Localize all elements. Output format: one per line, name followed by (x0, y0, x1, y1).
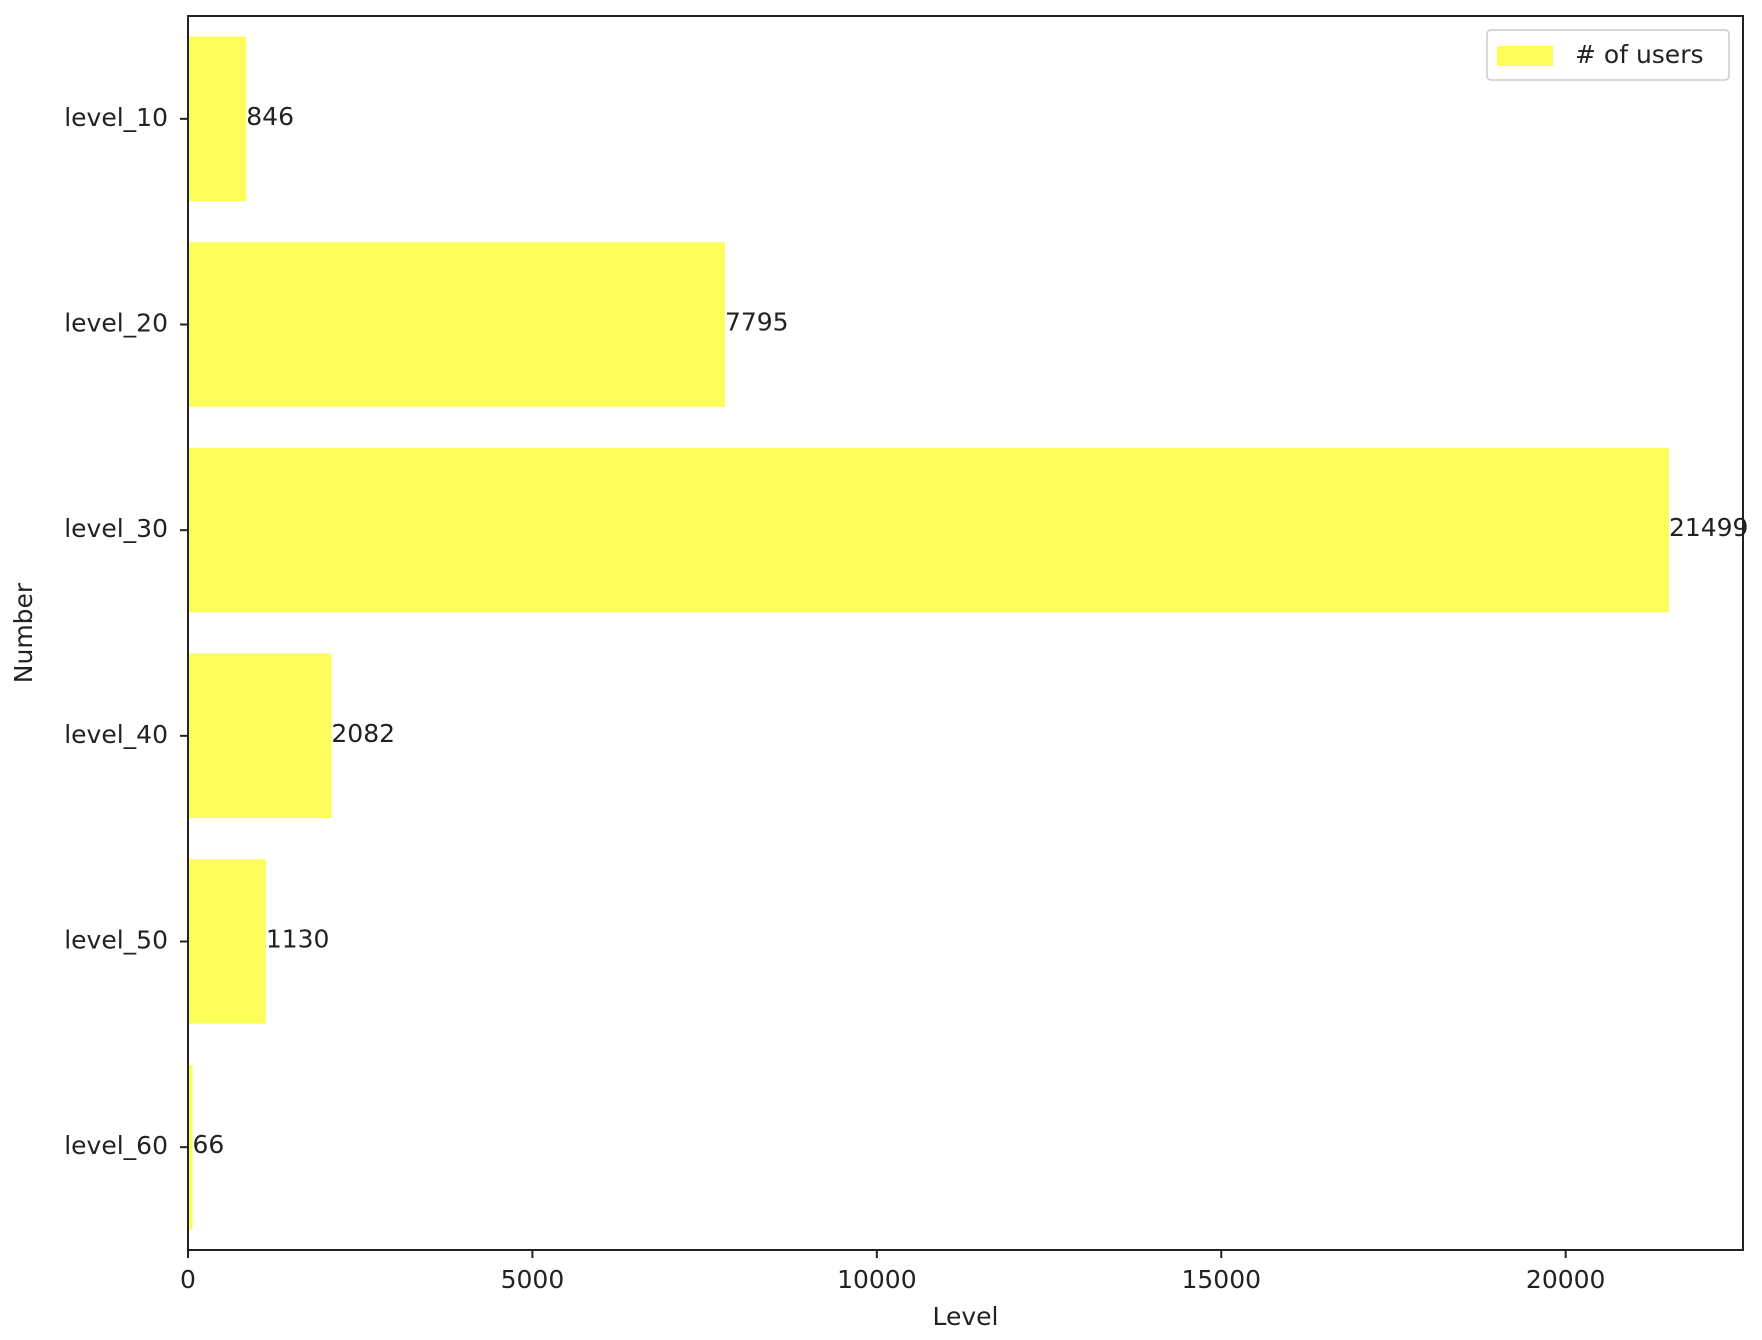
data-label-level_50: 1130 (266, 925, 330, 954)
y-tick-label-level_60: level_60 (64, 1131, 168, 1160)
x-tick-label-20000: 20000 (1526, 1265, 1606, 1294)
data-label-level_40: 2082 (331, 719, 395, 748)
x-tick-label-0: 0 (180, 1265, 196, 1294)
bars-layer (188, 36, 1669, 1230)
data-label-level_20: 7795 (725, 308, 789, 337)
y-tick-label-level_40: level_40 (64, 720, 168, 749)
data-label-level_10: 846 (246, 102, 294, 131)
legend-box (1486, 29, 1730, 81)
bar-level_30 (188, 447, 1669, 613)
y-tick-label-level_30: level_30 (64, 514, 168, 543)
x-axis-title: Level (933, 1302, 999, 1331)
bar-level_50 (188, 859, 266, 1024)
data-label-level_30: 21499 (1669, 513, 1749, 542)
x-tick-label-15000: 15000 (1182, 1265, 1262, 1294)
x-tick-label-10000: 10000 (837, 1265, 917, 1294)
x-axis-ticks: 0 5000 10000 15000 20000 (180, 1250, 1605, 1294)
y-tick-label-level_50: level_50 (64, 926, 168, 955)
bar-level_40 (188, 653, 332, 819)
legend: # of users (1486, 29, 1730, 81)
bar-level_10 (188, 36, 247, 202)
bar-level_20 (188, 242, 725, 407)
x-tick-label-5000: 5000 (501, 1265, 565, 1294)
plot-frame (187, 15, 1744, 1251)
bar-level_60 (188, 1064, 193, 1230)
y-axis-title: Number (9, 582, 38, 683)
y-axis-ticks: level_10 level_20 level_30 level_40 level_50… (64, 103, 188, 1160)
legend-swatch (1497, 46, 1553, 66)
y-tick-label-level_10: level_10 (64, 103, 168, 132)
y-tick-label-level_20: level_20 (64, 309, 168, 338)
data-label-level_60: 66 (193, 1130, 225, 1159)
data-labels-layer: 846 7795 21499 2082 1130 66 (193, 102, 1749, 1159)
legend-entry-label: # of users (1575, 40, 1704, 69)
